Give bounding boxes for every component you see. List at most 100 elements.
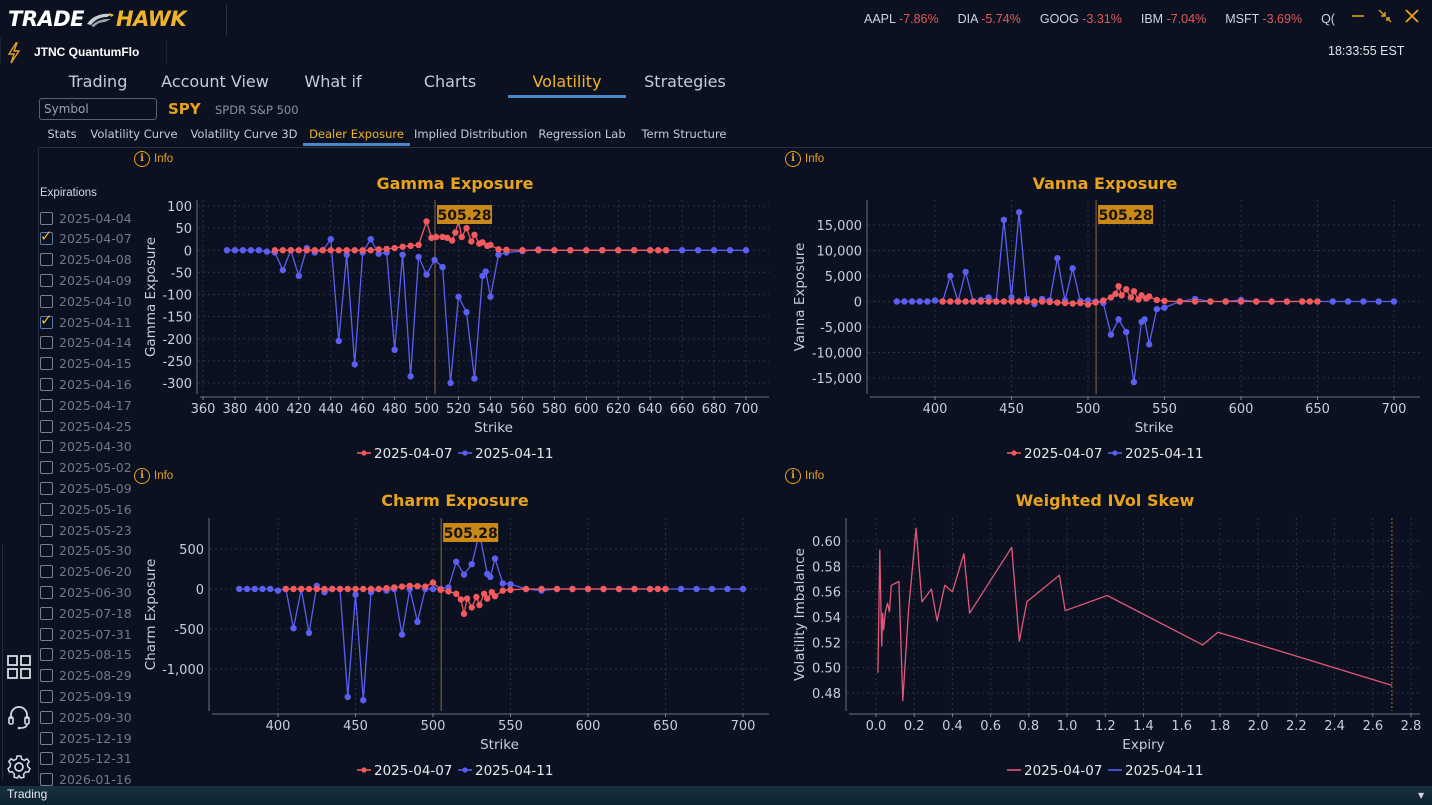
expiration-item[interactable]: 2025-04-17 <box>40 395 132 415</box>
subtab-stats[interactable]: Stats <box>47 127 77 141</box>
subtab-dealer-exposure[interactable]: Dealer Exposure <box>303 124 410 146</box>
headset-icon[interactable] <box>6 704 32 730</box>
expiration-checkbox[interactable] <box>40 565 53 579</box>
subtab-volatility-curve-3d[interactable]: Volatility Curve 3D <box>190 127 298 141</box>
expiration-date: 2025-09-19 <box>59 688 132 704</box>
expiration-item[interactable]: 2025-06-20 <box>40 562 132 582</box>
tab-volatility[interactable]: Volatility <box>508 70 626 98</box>
expiration-checkbox[interactable] <box>40 398 53 412</box>
ticker-item[interactable]: MSFT -3.69% <box>1225 12 1302 26</box>
expiration-item[interactable]: 2025-09-19 <box>40 686 132 706</box>
expiration-item[interactable]: 2025-04-30 <box>40 437 132 457</box>
symbol-input[interactable]: Symbol <box>39 98 157 120</box>
expiration-item[interactable]: 2025-12-19 <box>40 728 132 748</box>
expiration-item[interactable]: 2025-05-23 <box>40 520 132 540</box>
expiration-item[interactable]: 2025-09-30 <box>40 707 132 727</box>
expiration-checkbox[interactable] <box>40 377 53 391</box>
dropdown-arrow-icon[interactable]: ▼ <box>1418 791 1425 800</box>
info-button[interactable]: i Info <box>134 468 173 484</box>
expiration-checkbox[interactable] <box>40 461 53 475</box>
chart-vanna-data-point <box>1127 294 1135 301</box>
ticker-item[interactable]: DIA -5.74% <box>958 12 1021 26</box>
expiration-checkbox[interactable] <box>40 627 53 641</box>
expiration-item[interactable]: 2025-04-08 <box>40 250 132 270</box>
expiration-item[interactable]: 2025-06-30 <box>40 582 132 602</box>
expiration-item[interactable]: 2026-01-16 <box>40 770 132 790</box>
expiration-item[interactable]: 2025-04-11 <box>40 311 132 332</box>
expiration-item[interactable]: 2025-04-15 <box>40 354 132 374</box>
expiration-item[interactable]: 2025-04-04 <box>40 208 132 228</box>
expiration-checkbox[interactable] <box>40 481 53 495</box>
expiration-checkbox[interactable] <box>40 211 53 225</box>
expiration-checkbox[interactable] <box>40 253 53 267</box>
tab-trading[interactable]: Trading <box>68 72 128 91</box>
chart-gamma-data-point <box>295 247 303 254</box>
subtab-implied-distribution[interactable]: Implied Distribution <box>414 127 528 141</box>
expiration-checkbox[interactable] <box>40 752 53 766</box>
expiration-checkbox[interactable] <box>40 648 53 662</box>
ticker-item[interactable]: AAPL -7.86% <box>864 12 939 26</box>
subtab-volatility-curve[interactable]: Volatility Curve <box>90 127 178 141</box>
expiration-checkbox[interactable] <box>40 273 53 287</box>
tab-charts[interactable]: Charts <box>423 72 477 91</box>
ticker-item[interactable]: IBM -7.04% <box>1141 12 1206 26</box>
expiration-checkbox[interactable] <box>40 585 53 599</box>
expiration-item[interactable]: 2025-04-25 <box>40 416 132 436</box>
close-icon[interactable] <box>1404 8 1420 24</box>
expiration-checkbox[interactable] <box>40 440 53 454</box>
info-button[interactable]: i Info <box>785 468 824 484</box>
expiration-item[interactable]: 2025-07-31 <box>40 624 132 644</box>
grid-icon[interactable] <box>6 654 32 680</box>
expiration-checkbox[interactable] <box>40 689 53 703</box>
subtab-regression-lab[interactable]: Regression Lab <box>538 127 626 141</box>
expiration-item[interactable]: 2025-08-29 <box>40 666 132 686</box>
subtab-term-structure[interactable]: Term Structure <box>641 127 727 141</box>
chart-vanna-data-point <box>1130 378 1138 386</box>
tab-strategies[interactable]: Strategies <box>644 72 726 91</box>
expiration-item[interactable]: 2025-05-02 <box>40 458 132 478</box>
info-button[interactable]: i Info <box>785 151 824 167</box>
expiration-checkbox[interactable] <box>40 773 53 787</box>
expiration-item[interactable]: 2025-12-31 <box>40 749 132 769</box>
expiration-checkbox[interactable] <box>40 357 53 371</box>
minimize-icon[interactable] <box>1350 8 1366 24</box>
expiration-checkbox[interactable] <box>40 311 53 329</box>
tab-what-if[interactable]: What if <box>304 72 362 91</box>
chart-gamma-data-point <box>471 375 478 382</box>
expiration-checkbox[interactable] <box>40 731 53 745</box>
expiration-item[interactable]: 2025-05-16 <box>40 499 132 519</box>
chart-charm-ytick-label: -500 <box>174 623 204 638</box>
expiration-item[interactable]: 2025-04-16 <box>40 374 132 394</box>
info-label: Info <box>805 470 825 482</box>
expiration-item[interactable]: 2025-04-07 <box>40 227 132 249</box>
expiration-checkbox[interactable] <box>40 294 53 308</box>
gear-icon[interactable] <box>6 754 32 780</box>
expiration-checkbox[interactable] <box>40 419 53 433</box>
expiration-item[interactable]: 2025-04-09 <box>40 270 132 290</box>
expiration-item[interactable]: 2025-05-09 <box>40 478 132 498</box>
expiration-checkbox[interactable] <box>40 606 53 620</box>
expiration-item[interactable]: 2025-07-18 <box>40 603 132 623</box>
expiration-checkbox[interactable] <box>40 669 53 683</box>
restore-icon[interactable] <box>1377 8 1393 24</box>
expiration-checkbox[interactable] <box>40 227 53 246</box>
expiration-checkbox[interactable] <box>40 544 53 558</box>
expiration-checkbox[interactable] <box>40 523 53 537</box>
expiration-item[interactable]: 2025-08-15 <box>40 645 132 665</box>
expiration-checkbox[interactable] <box>40 710 53 724</box>
expiration-item[interactable]: 2025-04-14 <box>40 333 132 353</box>
chart-gamma-data-point <box>431 256 438 264</box>
chart-vanna-data-point <box>1077 299 1084 307</box>
tab-account-view[interactable]: Account View <box>161 72 269 91</box>
chart-vanna-data-point <box>1000 298 1008 305</box>
ticker-item[interactable]: Q( <box>1321 12 1335 26</box>
expiration-checkbox[interactable] <box>40 336 53 350</box>
info-button[interactable]: i Info <box>134 151 173 167</box>
expiration-checkbox[interactable] <box>40 502 53 516</box>
chart-vanna-data-point <box>1283 298 1291 305</box>
expiration-item[interactable]: 2025-05-30 <box>40 541 132 561</box>
expiration-item[interactable]: 2025-04-10 <box>40 291 132 311</box>
ticker-item[interactable]: GOOG -3.31% <box>1040 12 1122 26</box>
chart-gamma-data-point <box>468 238 475 245</box>
